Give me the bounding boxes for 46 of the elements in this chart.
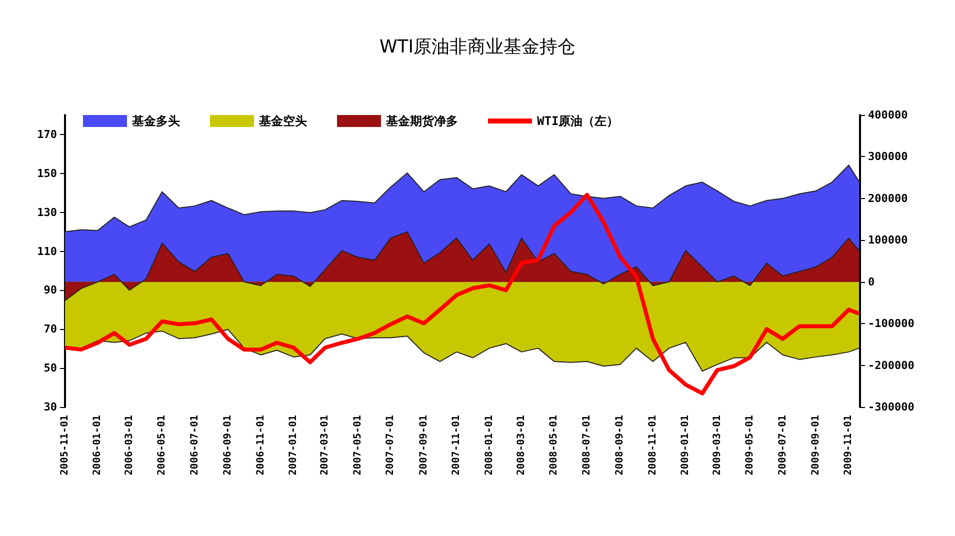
x-tick-label: 2006-03-01 (124, 415, 135, 476)
y-tick-label: 70 (44, 322, 57, 336)
x-tick-label: 2009-11-01 (843, 415, 854, 476)
x-tick-label: 2007-07-01 (385, 415, 396, 476)
x-tick-label: 2006-05-01 (156, 415, 168, 476)
x-tick-label: 2008-03-01 (516, 415, 528, 476)
x-tick-label: 2006-09-01 (222, 415, 234, 476)
x-tick-label: 2008-11-01 (647, 415, 658, 476)
chart-title: WTI原油非商业基金持仓 (379, 36, 576, 58)
x-tick-label: 2007-01-01 (288, 415, 300, 476)
y2-tick-label: -300000 (868, 400, 914, 414)
y2-tick-label: 0 (868, 275, 875, 288)
y-tick-label: 90 (44, 284, 57, 297)
x-tick-label: 2006-01-01 (92, 415, 104, 476)
y2-tick-label: 400000 (868, 108, 908, 122)
x-tick-label: 2008-05-01 (548, 415, 560, 476)
x-tick-label: 2007-09-01 (418, 415, 430, 476)
legend-label: WTI原油（左） (537, 114, 619, 128)
y-tick-label: 150 (37, 166, 57, 180)
y-tick-label: 130 (37, 206, 57, 219)
y-tick-label: 110 (37, 244, 57, 258)
x-tick-label: 2008-09-01 (614, 415, 626, 476)
y2-tick-label: 300000 (868, 150, 908, 164)
x-tick-label: 2007-03-01 (320, 415, 331, 476)
x-tick-label: 2007-05-01 (352, 415, 364, 476)
x-tick-label: 2009-09-01 (810, 415, 822, 476)
y-tick-label: 170 (37, 128, 57, 141)
legend-label: 基金空头 (258, 114, 307, 128)
y-tick-label: 30 (44, 400, 57, 414)
y2-tick-label: -200000 (868, 358, 914, 372)
x-tick-label: 2007-11-01 (451, 415, 462, 476)
x-tick-label: 2009-05-01 (744, 415, 756, 476)
x-tick-label: 2009-01-01 (680, 415, 692, 476)
x-tick-label: 2005-11-01 (60, 415, 70, 476)
x-tick-label: 2009-07-01 (777, 415, 788, 476)
y2-tick-label: 200000 (868, 192, 908, 205)
y-tick-label: 50 (44, 362, 57, 375)
y2-tick-label: 100000 (868, 234, 908, 247)
x-tick-label: 2008-01-01 (484, 415, 495, 476)
y2-tick-label: -100000 (868, 317, 914, 330)
x-tick-label: 2006-07-01 (189, 415, 200, 476)
x-tick-label: 2006-11-01 (255, 415, 266, 476)
x-tick-label: 2009-03-01 (712, 415, 723, 476)
x-tick-label: 2008-07-01 (581, 415, 592, 476)
legend-label: 基金多头 (131, 114, 180, 128)
legend-label: 基金期货净多 (385, 114, 458, 128)
